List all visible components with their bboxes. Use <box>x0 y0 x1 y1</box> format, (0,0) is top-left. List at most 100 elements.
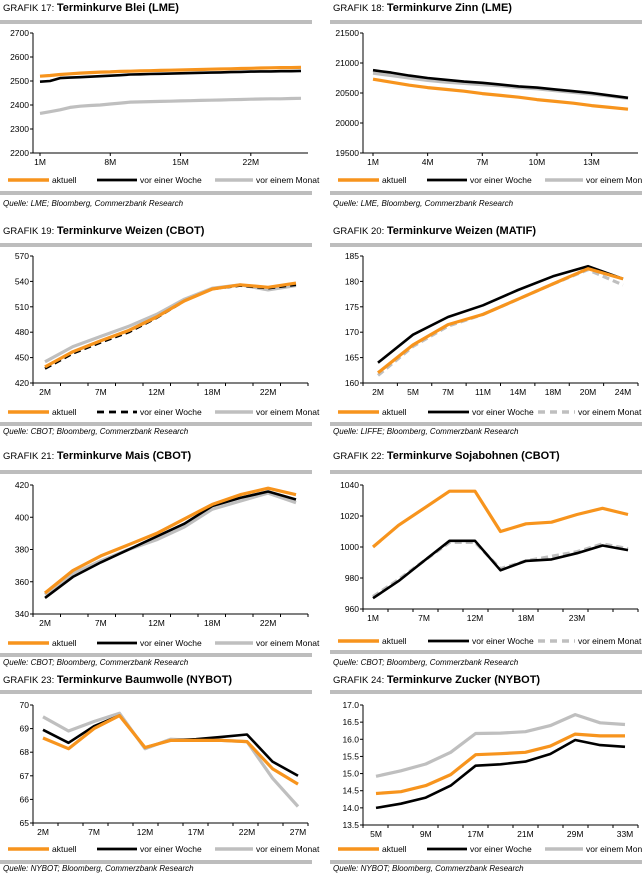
y-tick-label: 340 <box>15 609 29 619</box>
series-line-vor-einer-woche <box>39 69 302 83</box>
y-tick-label: 16.5 <box>342 717 359 727</box>
legend-label: vor einem Monat <box>256 175 320 185</box>
chart-title: GRAFIK 24: Terminkurve Zucker (NYBOT) <box>333 674 540 686</box>
footer-rule <box>0 653 312 657</box>
y-tick-label: 69 <box>20 724 30 734</box>
chart-title-text: Terminkurve Sojabohnen (CBOT) <box>386 450 560 462</box>
series-line-aktuell <box>43 486 297 595</box>
x-tick-label: 18M <box>518 613 535 623</box>
chart-title-text: Terminkurve Mais (CBOT) <box>56 450 192 462</box>
y-tick-label: 1000 <box>340 542 359 552</box>
x-tick-label: 11M <box>475 387 491 397</box>
y-tick-label: 65 <box>20 818 30 828</box>
y-tick-label: 21500 <box>335 28 359 38</box>
chart-title-prefix: GRAFIK 18: <box>333 3 387 14</box>
legend-label: vor einem Monat <box>578 407 642 417</box>
x-tick-label: 1M <box>34 157 46 167</box>
series-line-vor-einem-monat <box>44 491 297 596</box>
chart-title-prefix: GRAFIK 17: <box>3 3 57 14</box>
series-line-vor-einer-woche <box>372 539 629 600</box>
footer-rule <box>330 860 642 864</box>
y-tick-label: 15.0 <box>342 769 359 779</box>
chart-source: Quelle: CBOT; Bloomberg, Commerzbank Res… <box>333 658 519 667</box>
chart-title-prefix: GRAFIK 21: <box>3 451 57 462</box>
series-line-vor-einer-woche <box>44 283 297 370</box>
chart-panel-blei: GRAFIK 17: Terminkurve Blei (LME) Quelle:… <box>0 0 320 220</box>
line-chart: 420 450 480 510 540 570 2M 7M 12M 18M 22M aktuell vo… <box>8 251 320 417</box>
header-rule <box>0 20 312 24</box>
y-tick-label: 400 <box>15 512 29 522</box>
chart-title: GRAFIK 21: Terminkurve Mais (CBOT) <box>3 450 191 462</box>
legend-label: vor einem Monat <box>586 844 642 854</box>
legend-label: vor einer Woche <box>140 638 202 648</box>
series-line-aktuell <box>375 732 625 796</box>
y-tick-label: 380 <box>15 545 29 555</box>
footer-rule <box>0 860 312 864</box>
chart-title-prefix: GRAFIK 22: <box>333 451 387 462</box>
y-tick-label: 70 <box>20 700 30 710</box>
line-chart: 960 980 1000 1020 1040 1M 7M 12M 18M 23M aktuell vo… <box>338 480 642 646</box>
header-rule <box>330 690 642 694</box>
y-tick-label: 2200 <box>10 148 29 158</box>
legend-label: vor einem Monat <box>256 638 320 648</box>
legend-label: vor einer Woche <box>472 636 534 646</box>
series-line-vor-einem-monat <box>375 712 626 778</box>
chart-title-prefix: GRAFIK 19: <box>3 226 57 237</box>
y-tick-label: 980 <box>345 573 359 583</box>
y-tick-label: 510 <box>15 302 29 312</box>
chart-title: GRAFIK 18: Terminkurve Zinn (LME) <box>333 2 512 14</box>
chart-title-text: Terminkurve Weizen (MATIF) <box>386 225 536 237</box>
y-tick-label: 19500 <box>335 148 359 158</box>
chart-panel-baumwolle: GRAFIK 23: Terminkurve Baumwolle (NYBOT)… <box>0 672 320 879</box>
chart-title-prefix: GRAFIK 20: <box>333 226 387 237</box>
header-rule <box>330 470 642 474</box>
x-tick-label: 21M <box>517 829 534 839</box>
x-tick-label: 5M <box>370 829 382 839</box>
y-tick-label: 20000 <box>335 118 359 128</box>
chart-title-text: Terminkurve Baumwolle (NYBOT) <box>56 674 233 686</box>
y-tick-label: 20500 <box>335 88 359 98</box>
legend-label: vor einem Monat <box>586 175 642 185</box>
x-tick-label: 2M <box>37 827 49 837</box>
x-tick-label: 2M <box>39 618 51 628</box>
x-tick-label: 24M <box>615 387 632 397</box>
footer-rule <box>330 422 642 426</box>
y-tick-label: 17.0 <box>342 700 359 710</box>
y-tick-label: 420 <box>15 480 29 490</box>
chart-title-prefix: GRAFIK 24: <box>333 675 387 686</box>
y-tick-label: 420 <box>15 378 29 388</box>
series-line-aktuell <box>44 281 297 369</box>
legend-label: aktuell <box>52 638 77 648</box>
x-tick-label: 22M <box>243 157 260 167</box>
x-tick-label: 12M <box>148 387 165 397</box>
footer-rule <box>330 650 642 654</box>
header-rule <box>0 243 312 247</box>
chart-title-prefix: GRAFIK 23: <box>3 675 57 686</box>
y-tick-label: 1040 <box>340 480 359 490</box>
x-tick-label: 23M <box>569 613 586 623</box>
chart-title: GRAFIK 19: Terminkurve Weizen (CBOT) <box>3 225 204 237</box>
x-tick-label: 22M <box>260 618 277 628</box>
legend-label: vor einem Monat <box>256 844 320 854</box>
x-tick-label: 12M <box>148 618 165 628</box>
chart-source: Quelle: LIFFE; Bloomberg, Commerzbank Re… <box>333 427 519 436</box>
x-tick-label: 29M <box>567 829 584 839</box>
x-tick-label: 7M <box>88 827 100 837</box>
legend-label: vor einer Woche <box>140 844 202 854</box>
x-tick-label: 12M <box>467 613 484 623</box>
x-tick-label: 7M <box>418 613 430 623</box>
x-tick-label: 2M <box>372 387 384 397</box>
y-tick-label: 16.0 <box>342 734 359 744</box>
x-tick-label: 22M <box>260 387 277 397</box>
line-chart: 340 360 380 400 420 2M 7M 12M 18M 22M aktuell vor e… <box>8 480 320 648</box>
series-line-vor-einer-woche <box>375 738 626 810</box>
y-tick-label: 570 <box>15 251 29 261</box>
chart-title-text: Terminkurve Blei (LME) <box>56 2 179 14</box>
chart-title: GRAFIK 22: Terminkurve Sojabohnen (CBOT) <box>333 450 560 462</box>
chart-panel-zinn: GRAFIK 18: Terminkurve Zinn (LME) Quelle:… <box>330 0 642 220</box>
legend-label: aktuell <box>52 407 77 417</box>
footer-rule <box>0 422 312 426</box>
chart-panel-weizen-matif: GRAFIK 20: Terminkurve Weizen (MATIF) Que… <box>330 223 642 447</box>
series-line-aktuell <box>371 489 629 549</box>
legend-label: vor einem Monat <box>578 636 642 646</box>
